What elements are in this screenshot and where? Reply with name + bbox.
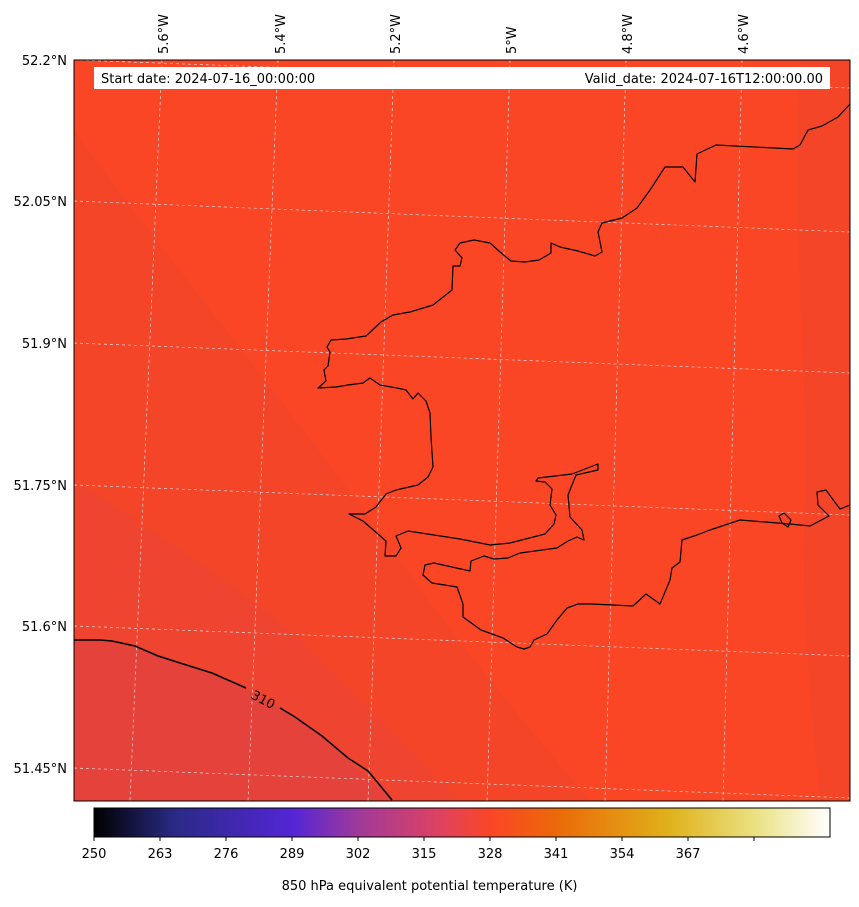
contour-line	[74, 639, 247, 689]
date-banner	[94, 67, 830, 89]
lon-tick-label: 4.6°W	[737, 14, 752, 54]
colorbar-tick-label: 289	[280, 847, 305, 862]
longitude-labels: 5.6°W 5.4°W 5.2°W 5°W 4.8°W 4.6°W	[157, 14, 752, 54]
graticule	[74, 60, 850, 801]
lon-tick-label: 5.2°W	[389, 14, 404, 54]
map-border	[73, 59, 851, 802]
lat-tick-label: 51.75°N	[14, 479, 67, 494]
lat-tick-label: 52.2°N	[22, 54, 67, 69]
colorbar-tick-labels: 250 263 276 289 302 315 328 341 354 367	[82, 847, 701, 862]
lon-tick-label: 5.6°W	[157, 14, 172, 54]
lat-tick-label: 51.45°N	[14, 762, 67, 777]
colorbar-tick-label: 341	[544, 847, 569, 862]
colorbar-tick-label: 315	[412, 847, 437, 862]
lat-tick-label: 52.05°N	[14, 195, 67, 210]
lon-tick-label: 4.8°W	[621, 14, 636, 54]
colorbar-title: 850 hPa equivalent potential temperature…	[281, 879, 578, 894]
start-date-text: Start date: 2024-07-16_00:00:00	[101, 72, 315, 87]
coastline-main	[317, 103, 850, 650]
coastline	[317, 103, 850, 650]
colorbar-tick-label: 250	[82, 847, 107, 862]
colorbar-tick-label: 302	[346, 847, 371, 862]
colorbar-tick-label: 276	[214, 847, 239, 862]
field-east-region	[797, 60, 850, 801]
coastline-islet	[778, 512, 792, 528]
field-coolest-region	[74, 640, 392, 801]
lon-tick-label: 5.4°W	[274, 14, 289, 54]
colorbar	[93, 807, 831, 838]
valid-date-text: Valid_date: 2024-07-16T12:00:00.00	[585, 72, 823, 87]
colorbar-ticks	[93, 837, 755, 841]
lat-tick-label: 51.9°N	[22, 337, 67, 352]
colorbar-tick-label: 328	[478, 847, 503, 862]
temperature-field	[74, 60, 850, 801]
colorbar-tick-label: 354	[610, 847, 635, 862]
gridline-lon	[129, 60, 163, 801]
gridline-lon	[247, 60, 279, 801]
colorbar-tick-label: 367	[676, 847, 701, 862]
lon-tick-label: 5°W	[505, 26, 520, 54]
colorbar-tick-label: 263	[148, 847, 173, 862]
contour-line	[279, 707, 393, 801]
latitude-labels: 52.2°N 52.05°N 51.9°N 51.75°N 51.6°N 51.…	[14, 54, 67, 777]
lat-tick-label: 51.6°N	[22, 620, 67, 635]
